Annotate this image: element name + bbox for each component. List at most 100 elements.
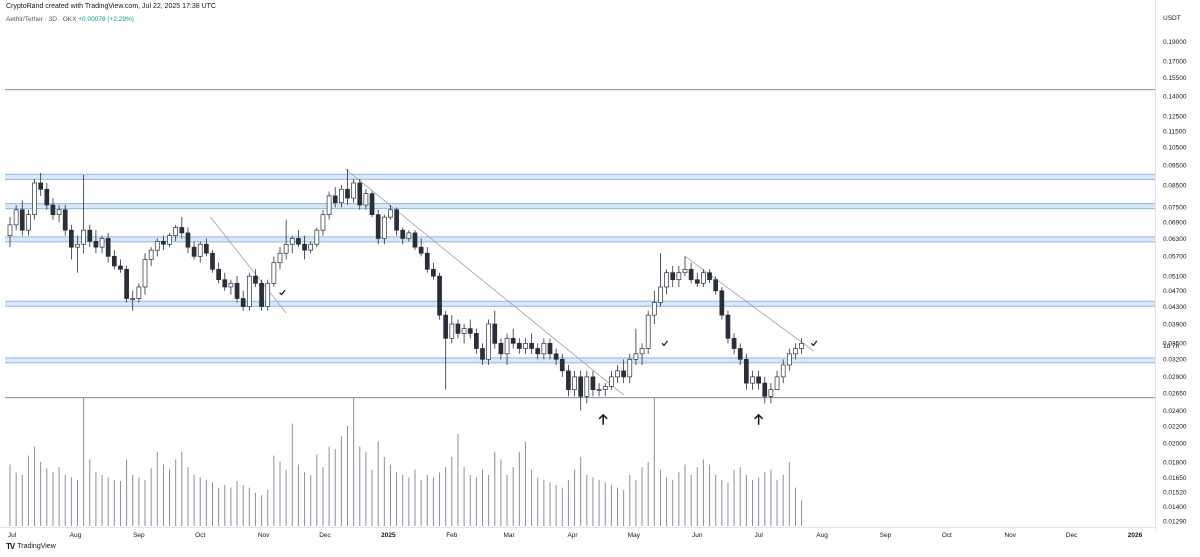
candle-up — [246, 275, 252, 307]
candle-up — [314, 229, 320, 245]
price-tick-label: 0.06300 — [1163, 236, 1187, 243]
candle-up — [750, 376, 755, 384]
candle-down — [50, 204, 56, 216]
candle-down — [69, 229, 74, 248]
time-tick-label: Nov — [258, 532, 270, 539]
candle-down — [234, 282, 240, 299]
time-tick-label: Jun — [692, 532, 703, 539]
candle-up — [602, 385, 608, 390]
candle-down — [553, 353, 559, 360]
candle-down — [713, 279, 719, 292]
candle-down — [474, 333, 479, 349]
support-zone-band — [5, 236, 1155, 242]
candle-down — [431, 268, 436, 277]
candle-down — [216, 268, 221, 281]
price-tick-label: 0.01800 — [1163, 459, 1187, 466]
candle-down — [118, 265, 123, 270]
symbol-info: Aethir/Tether · 3D · OKX +0.00078 (+2.29… — [6, 16, 134, 23]
candle-down — [480, 348, 485, 360]
candle-down — [510, 337, 516, 344]
candle-down — [707, 272, 712, 281]
candle-down — [467, 328, 473, 334]
time-tick-label: May — [628, 532, 641, 539]
candle-down — [161, 240, 166, 245]
candle-up — [363, 193, 369, 206]
candle-up — [645, 314, 651, 349]
candle-up — [289, 238, 295, 245]
price-tick-label: 0.12500 — [1163, 114, 1187, 121]
time-tick-label: Jul — [8, 532, 17, 539]
candle-down — [437, 275, 442, 316]
trendline — [684, 256, 815, 352]
price-tick-label: 0.05100 — [1163, 273, 1187, 280]
candle-down — [345, 188, 350, 199]
price-tick-label: 0.02650 — [1163, 390, 1187, 397]
checkmark-icon — [810, 340, 818, 347]
time-tick-label: 2026 — [1128, 532, 1143, 539]
candle-down — [492, 323, 498, 344]
candle-down — [762, 382, 768, 397]
candle-up — [406, 232, 412, 239]
time-tick-label: Aug — [816, 532, 828, 539]
candle-down — [111, 255, 117, 267]
candle-down — [369, 193, 375, 216]
price-tick-label: 0.07500 — [1163, 205, 1187, 212]
candle-down — [259, 282, 264, 307]
candle-down — [332, 195, 338, 204]
price-tick-label: 0.02900 — [1163, 374, 1187, 381]
candle-up — [682, 268, 688, 274]
price-tick-label: 0.05700 — [1163, 254, 1187, 261]
time-tick-label: Sep — [880, 532, 892, 539]
candle-down — [394, 209, 399, 231]
candle-down — [44, 188, 50, 206]
time-tick-label: Aug — [70, 532, 82, 539]
candle-up — [148, 249, 154, 260]
time-tick-label: Sep — [133, 532, 145, 539]
candle-up — [136, 286, 142, 299]
candle-down — [566, 370, 571, 390]
candle-down — [737, 348, 743, 360]
candle-up — [326, 195, 332, 216]
price-tick-label: 0.02200 — [1163, 423, 1187, 430]
time-tick-label: Nov — [1004, 532, 1016, 539]
candle-up — [283, 243, 289, 254]
candle-down — [296, 238, 301, 245]
price-tick-label: 0.14000 — [1163, 93, 1187, 100]
candle-up — [572, 376, 577, 390]
candle-down — [222, 279, 228, 288]
tradingview-logo[interactable]: TV — [6, 542, 15, 551]
candle-up — [81, 229, 86, 245]
candle-down — [105, 238, 111, 257]
time-tick-label: Dec — [319, 532, 331, 539]
tradingview-footer: TV TradingView — [6, 542, 56, 551]
candle-up — [780, 364, 786, 378]
candle-up — [799, 342, 804, 349]
candle-up — [26, 214, 31, 231]
symbol-name: Aethir/Tether · 3D · OKX — [6, 16, 77, 23]
support-zone-band — [5, 301, 1155, 307]
candle-up — [56, 209, 62, 216]
candle-up — [639, 348, 645, 355]
candle-up — [609, 376, 614, 387]
candle-up — [381, 216, 387, 239]
time-tick-label: Oct — [942, 532, 952, 539]
time-tick-label: Mar — [503, 532, 515, 539]
candle-up — [793, 348, 798, 355]
price-tick-label: 0.08500 — [1163, 182, 1187, 189]
price-tick-label: 0.03500 — [1163, 341, 1187, 348]
candle-up — [449, 323, 455, 339]
candle-up — [75, 243, 80, 248]
price-tick-label: 0.09500 — [1163, 163, 1187, 170]
candle-down — [670, 272, 676, 281]
candle-down — [694, 279, 700, 284]
candle-down — [240, 298, 246, 307]
candle-up — [461, 328, 467, 334]
support-zone-band — [5, 357, 1155, 363]
candle-up — [173, 227, 179, 237]
candle-down — [357, 182, 363, 206]
candle-down — [62, 209, 68, 231]
candle-up — [664, 272, 669, 288]
candle-up — [142, 259, 148, 288]
candle-up — [154, 240, 160, 251]
